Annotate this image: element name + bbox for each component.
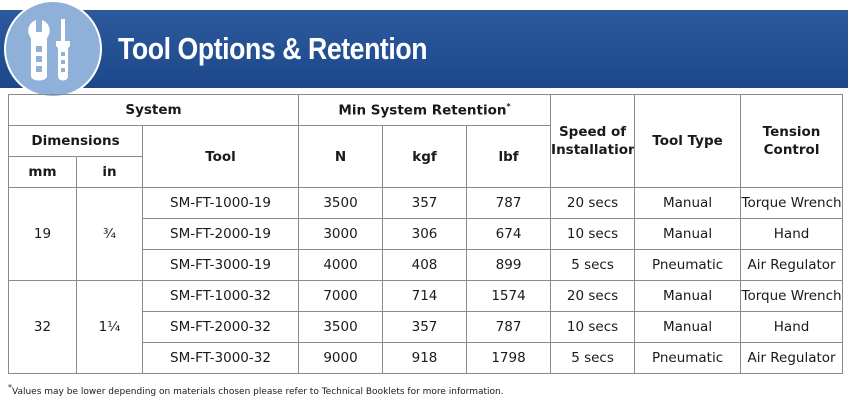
tool-type-cell: Pneumatic <box>634 342 742 374</box>
n-cell: 3500 <box>298 187 384 219</box>
dimension-in-cell: ¾ <box>76 187 143 281</box>
lbf-cell: 787 <box>466 311 552 343</box>
retention-header: Min System Retention* <box>298 94 552 126</box>
lbf-cell: 1574 <box>466 280 552 312</box>
tool-type-cell: Manual <box>634 218 742 250</box>
mm-header: mm <box>8 156 77 188</box>
lbf-cell: 674 <box>466 218 552 250</box>
tool-cell: SM-FT-2000-19 <box>141 218 300 250</box>
kgf-cell: 357 <box>382 187 468 219</box>
speed-cell: 20 secs <box>550 187 636 219</box>
tool-header: Tool <box>141 125 300 188</box>
kgf-cell: 408 <box>382 249 468 281</box>
kgf-cell: 714 <box>382 280 468 312</box>
tension-header: Tension Control <box>740 94 844 188</box>
tool-type-cell: Manual <box>634 280 742 312</box>
n-header: N <box>298 125 384 188</box>
lbf-cell: 787 <box>466 187 552 219</box>
logo-badge <box>6 2 100 96</box>
speed-cell: 5 secs <box>550 342 636 374</box>
retention-header-label: Min System Retention <box>338 102 507 119</box>
n-cell: 9000 <box>298 342 384 374</box>
n-cell: 7000 <box>298 280 384 312</box>
kgf-header: kgf <box>382 125 468 188</box>
tool-type-cell: Manual <box>634 187 742 219</box>
tension-cell: Hand <box>740 311 844 343</box>
lbf-cell: 1798 <box>466 342 552 374</box>
speed-cell: 10 secs <box>550 218 636 250</box>
kgf-cell: 918 <box>382 342 468 374</box>
dimension-mm-cell: 19 <box>8 187 77 281</box>
tool-cell: SM-FT-3000-32 <box>141 342 300 374</box>
speed-header: Speed of Installation <box>550 94 636 188</box>
kgf-cell: 357 <box>382 311 468 343</box>
tension-cell: Air Regulator <box>740 342 844 374</box>
n-cell: 3000 <box>298 218 384 250</box>
tension-cell: Air Regulator <box>740 249 844 281</box>
title-banner <box>0 10 848 88</box>
kgf-cell: 306 <box>382 218 468 250</box>
tool-cell: SM-FT-3000-19 <box>141 249 300 281</box>
footnote: *Values may be lower depending on materi… <box>8 383 504 397</box>
lbf-cell: 899 <box>466 249 552 281</box>
dimension-in-cell: 1¼ <box>76 280 143 374</box>
lbf-header: lbf <box>466 125 552 188</box>
dimension-mm-cell: 32 <box>8 280 77 374</box>
retention-footnote-mark: * <box>506 101 511 111</box>
footnote-text: Values may be lower depending on materia… <box>12 387 504 397</box>
header-row-3: mm in <box>8 156 843 188</box>
table-row: 32 1¼ SM-FT-1000-32 7000 714 1574 20 sec… <box>8 280 844 374</box>
dimensions-header: Dimensions <box>8 125 143 157</box>
tool-cell: SM-FT-1000-32 <box>141 280 300 312</box>
tension-cell: Torque Wrench <box>740 280 844 312</box>
banner-shade <box>0 10 848 88</box>
header-row-1: System Min System Retention* Speed of In… <box>7 94 844 188</box>
tension-cell: Hand <box>740 218 844 250</box>
tool-cell: SM-FT-1000-19 <box>141 187 300 219</box>
tool-cell: SM-FT-2000-32 <box>141 311 300 343</box>
wrench-screwdriver-icon <box>28 19 70 81</box>
tool-type-cell: Pneumatic <box>634 249 742 281</box>
tool-options-table: System Min System Retention* Speed of In… <box>7 94 844 374</box>
in-header: in <box>76 156 143 188</box>
tension-cell: Torque Wrench <box>740 187 844 219</box>
tool-type-header: Tool Type <box>634 94 742 188</box>
speed-cell: 10 secs <box>550 311 636 343</box>
header-row-2: Dimensions Tool N kgf lbf <box>8 125 843 188</box>
speed-cell: 20 secs <box>550 280 636 312</box>
tool-type-cell: Manual <box>634 311 742 343</box>
n-cell: 4000 <box>298 249 384 281</box>
system-header: System <box>7 94 300 126</box>
footnote-mark: * <box>8 383 12 392</box>
table-row: SM-FT-2000-32 3500 357 787 10 secs Manua… <box>9 311 844 343</box>
page-title: Tool Options & Retention <box>118 31 428 66</box>
table-row: SM-FT-3000-32 9000 918 1798 5 secs Pneum… <box>9 342 844 374</box>
speed-cell: 5 secs <box>550 249 636 281</box>
n-cell: 3500 <box>298 311 384 343</box>
table-row: 19 ¾ SM-FT-1000-19 3500 357 787 20 secs … <box>8 187 844 281</box>
